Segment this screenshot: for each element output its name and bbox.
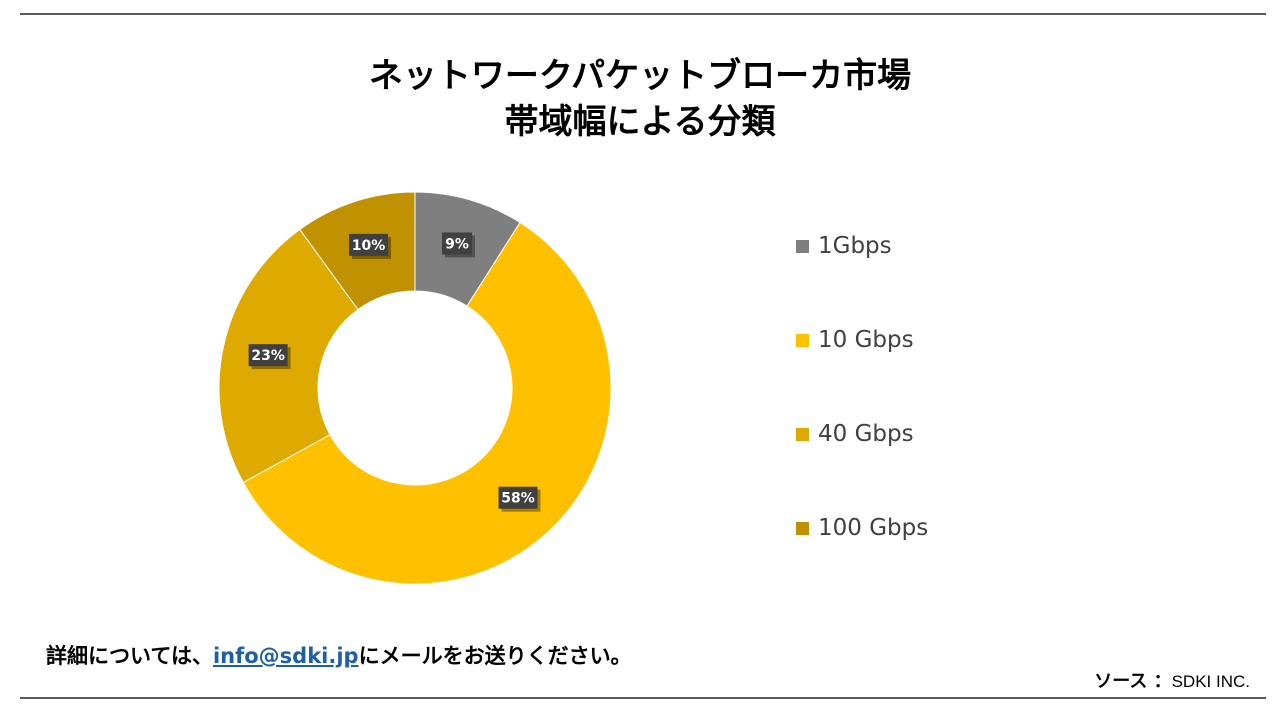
chart-title-line1: ネットワークパケットブローカ市場 [368, 56, 912, 96]
chart-title-line2: 帯域幅による分類 [504, 102, 776, 142]
source-credit: ソース ：SDKI INC. [1094, 667, 1250, 693]
legend-label-1gbps: 1Gbps [818, 233, 892, 259]
legend-swatch-10-gbps [796, 333, 809, 347]
svg-text:9%: 9% [445, 236, 469, 252]
source-value: SDKI INC. [1171, 672, 1250, 691]
legend-label-40-gbps: 40 Gbps [818, 421, 914, 447]
data-label-10-gbps: 58% [498, 486, 541, 512]
svg-text:58%: 58% [501, 491, 535, 507]
svg-text:10%: 10% [352, 238, 386, 254]
legend-label-10-gbps: 10 Gbps [818, 327, 914, 353]
data-label-40-gbps: 23% [248, 344, 291, 370]
legend-swatch-100-gbps [796, 521, 809, 535]
legend-item-1gbps: 1Gbps [796, 226, 892, 266]
legend-swatch-1gbps [796, 239, 809, 253]
data-label-1gbps: 9% [441, 232, 475, 258]
top-rule [20, 13, 1266, 15]
source-label: ソース ： [1094, 671, 1172, 692]
contact-email-link[interactable]: info@sdki.jp [212, 644, 359, 668]
data-label-100-gbps: 10% [348, 233, 391, 259]
legend-label-100-gbps: 100 Gbps [818, 515, 929, 541]
legend-item-40-gbps: 40 Gbps [796, 414, 914, 454]
contact-note-prefix: 詳細については、 [46, 644, 213, 668]
contact-note: 詳細については、info@sdki.jpにメールをお送りください。 [46, 640, 632, 670]
donut-slice-40-gbps [218, 228, 359, 484]
legend-item-10-gbps: 10 Gbps [796, 320, 914, 360]
contact-note-suffix: にメールをお送りください。 [358, 644, 632, 668]
legend-swatch-40-gbps [796, 427, 809, 441]
bottom-rule [20, 697, 1266, 699]
svg-text:23%: 23% [251, 348, 285, 364]
legend-item-100-gbps: 100 Gbps [796, 508, 928, 548]
donut-chart: 9% 58% 23% 10% [218, 191, 612, 585]
